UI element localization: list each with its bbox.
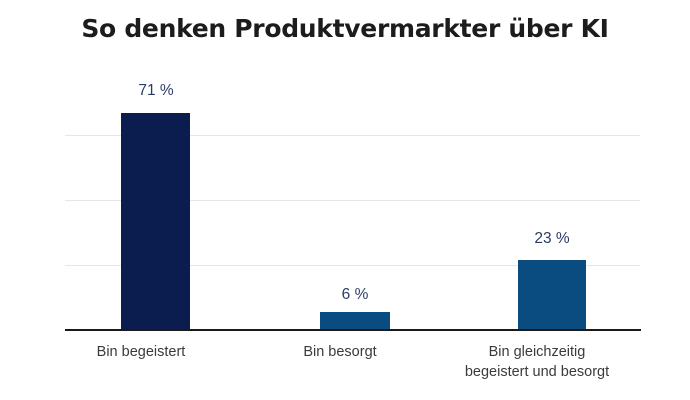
bar-value-label-1: 6 % (341, 286, 369, 303)
category-label-0: Bin begeistert (96, 344, 186, 360)
gridline-lower (65, 135, 640, 136)
bar-bin-begeistert[interactable] (121, 113, 190, 330)
gridline-upper (65, 265, 640, 266)
bar-value-label-2: 23 % (534, 230, 570, 247)
bar-value-label-0: 71 % (138, 82, 174, 99)
gridline-middle (65, 200, 640, 201)
chart-title: So denken Produktvermarkter über KI (81, 14, 609, 43)
category-label-1: Bin besorgt (303, 344, 377, 360)
x-axis-line (65, 329, 641, 331)
plot-area (65, 70, 640, 330)
bar-bin-besorgt[interactable] (320, 311, 390, 330)
category-label-2: Bin gleichzeitig begeistert und besorgt (464, 344, 610, 380)
bar-bin-gleichzeitig[interactable] (518, 259, 586, 330)
